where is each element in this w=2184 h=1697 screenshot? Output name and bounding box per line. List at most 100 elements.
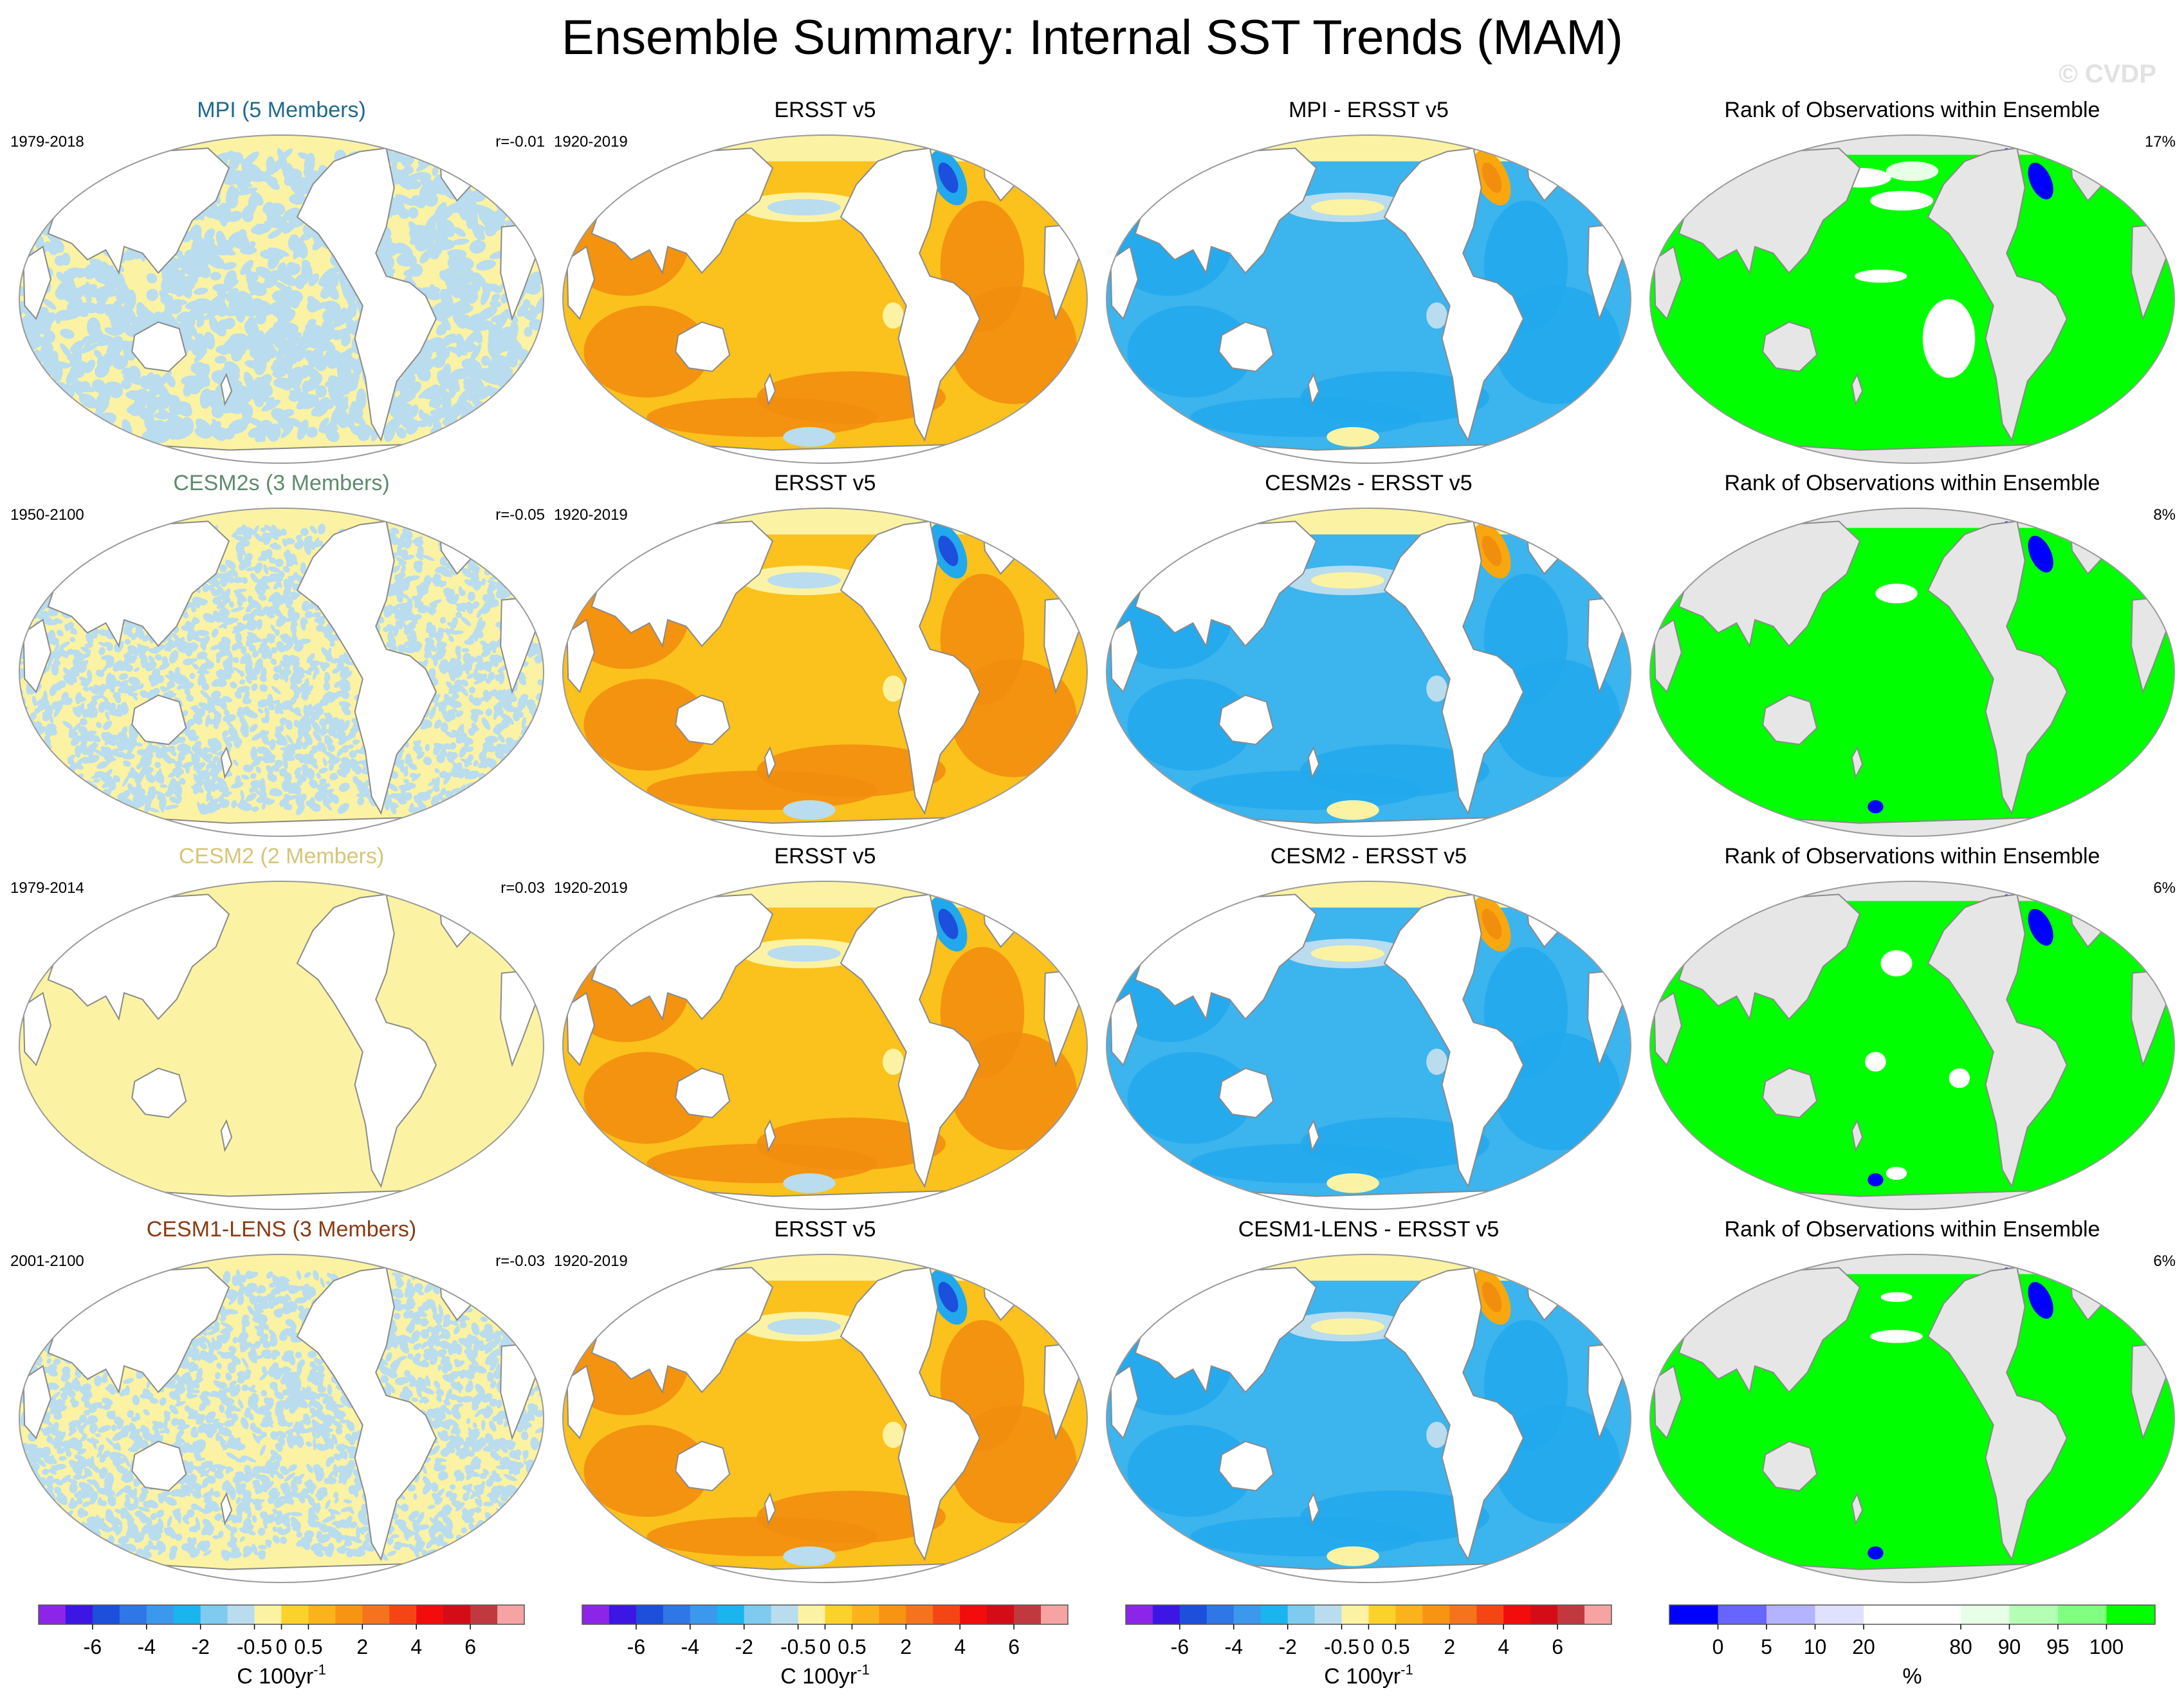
obs-title: ERSST v5: [774, 1217, 876, 1242]
colorbar-swatch: [146, 1605, 174, 1624]
land-nz: [220, 746, 233, 780]
colorbar-swatch: [1584, 1605, 1612, 1624]
colorbar-label: -6: [84, 1635, 102, 1658]
land-africaWest: [566, 991, 595, 1067]
colorbar-label: 10: [1804, 1635, 1827, 1658]
land-nz: [1307, 1119, 1320, 1153]
panel-field: [1106, 135, 1631, 463]
pattern-correlation: r=0.03: [500, 879, 545, 897]
colorbar-swatch: [92, 1605, 120, 1624]
difference-title: CESM1-LENS - ERSST v5: [1238, 1217, 1500, 1242]
land-americas: [1383, 520, 1525, 815]
colorbar-swatch: [933, 1605, 960, 1624]
rank-percent: 17%: [2145, 133, 2176, 151]
land-americas: [1383, 147, 1525, 442]
panel-field: [1650, 1254, 2174, 1582]
pattern-correlation: r=-0.01: [495, 133, 545, 151]
colorbar-swatch: [1815, 1605, 1864, 1624]
rank-title: Rank of Observations within Ensemble: [1725, 1217, 2100, 1242]
colorbar-unit-base: C 100yr: [237, 1664, 313, 1689]
colorbar-swatch: [1314, 1605, 1343, 1624]
colorbar-swatch: [308, 1605, 336, 1624]
map-border: [1649, 1254, 2175, 1583]
map-border: [1106, 1254, 1631, 1583]
colorbar-swatch: [2106, 1605, 2156, 1624]
map-border: [1649, 134, 2175, 464]
land-nz: [1851, 372, 1864, 407]
land-nz: [764, 1119, 776, 1153]
panel-field: [563, 881, 1087, 1209]
obs-title: ERSST v5: [774, 471, 876, 495]
colorbar-swatch: [1041, 1605, 1069, 1624]
colorbar-label: -4: [681, 1635, 699, 1658]
colorbar-swatch: [497, 1605, 525, 1624]
land-africaWest: [1653, 1364, 1682, 1440]
colorbar-swatch: [1422, 1605, 1450, 1624]
land-americas: [296, 894, 437, 1188]
map-border: [1649, 881, 2175, 1210]
colorbar-swatch: [1152, 1605, 1180, 1624]
panel-field: [1650, 881, 2174, 1209]
panel-diff-row4: CESM1-LENS - ERSST v5: [1106, 1217, 1631, 1583]
colorbar-swatch: [362, 1605, 390, 1624]
land-nz: [220, 1119, 233, 1153]
colorbar-label: 0.5: [838, 1635, 866, 1658]
panel-rank-row3: Rank of Observations within Ensemble 6%: [1649, 844, 2176, 1210]
colorbar-label: -6: [1171, 1635, 1189, 1658]
cvdp-watermark: © CVDP: [2059, 60, 2156, 88]
land-australia: [1762, 1067, 1818, 1119]
colorbar-label: 95: [2046, 1635, 2069, 1658]
colorbar-swatch: [1206, 1605, 1234, 1624]
land-australia: [131, 321, 187, 372]
colorbar-swatch: [1368, 1605, 1396, 1624]
map-border: [562, 1254, 1088, 1583]
colorbar-label: 20: [1852, 1635, 1875, 1658]
colorbar-row: -6 -4 -2 -0.5 0 0.5 2 4 6C 100yr-1-6 -4 -2 -0.5 0 0.5…: [38, 1604, 2156, 1689]
land-australia: [131, 1067, 187, 1119]
colorbar-swatch: [582, 1605, 610, 1624]
colorbar-swatch: [281, 1605, 309, 1624]
map-border: [19, 1254, 544, 1583]
colorbar-swatch: [2009, 1605, 2059, 1624]
panel-field: [563, 135, 1087, 463]
colorbar-unit: C 100yr-1: [780, 1662, 870, 1689]
land-australia: [675, 1067, 731, 1119]
colorbar-label: 6: [1552, 1635, 1563, 1658]
land-africaWest: [23, 991, 51, 1067]
model-period: 1979-2014: [10, 879, 84, 897]
colorbar-swatch: [1669, 1605, 1718, 1624]
colorbar-label: 2: [900, 1635, 912, 1658]
colorbar-label: 4: [410, 1635, 422, 1658]
panel-grid: MPI (5 Members) 1979-2018 r=-0.01 ERSST v5 1…: [10, 98, 2176, 1583]
colorbar-swatch: [254, 1605, 282, 1624]
panel-field: [19, 135, 544, 463]
colorbar-label: -0.5: [780, 1635, 816, 1658]
colorbar-label: -4: [138, 1635, 156, 1658]
land-australia: [1218, 694, 1274, 746]
colorbar-label: 5: [1761, 1635, 1772, 1658]
panel-obs-row4: ERSST v5 1920-2019: [554, 1217, 1088, 1583]
colorbar-swatch: [65, 1605, 93, 1624]
model-title: CESM2s (3 Members): [173, 471, 389, 495]
pattern-correlation: r=-0.03: [495, 1252, 545, 1270]
land-africaWest: [23, 618, 51, 693]
colorbar-swatch: [1233, 1605, 1262, 1624]
model-title: MPI (5 Members): [197, 98, 366, 122]
land-australia: [1762, 321, 1818, 372]
obs-period: 1920-2019: [554, 1252, 628, 1270]
colorbar-swatch: [609, 1605, 637, 1624]
colorbar-swatch: [663, 1605, 691, 1624]
colorbar-swatch: [1864, 1605, 1913, 1624]
land-australia: [1762, 1440, 1818, 1492]
colorbar-swatch: [1287, 1605, 1316, 1624]
land-africaWest: [1110, 1364, 1139, 1440]
colorbar-label: 0.5: [294, 1635, 322, 1658]
colorbar-swatch: [1260, 1605, 1289, 1624]
colorbar-swatch: [1766, 1605, 1815, 1624]
map-border: [19, 881, 544, 1210]
colorbar-label: -6: [627, 1635, 645, 1658]
colorbar-swatch: [2058, 1605, 2107, 1624]
colorbar-swatch: [335, 1605, 363, 1624]
panel-obs-row3: ERSST v5 1920-2019: [554, 844, 1088, 1210]
